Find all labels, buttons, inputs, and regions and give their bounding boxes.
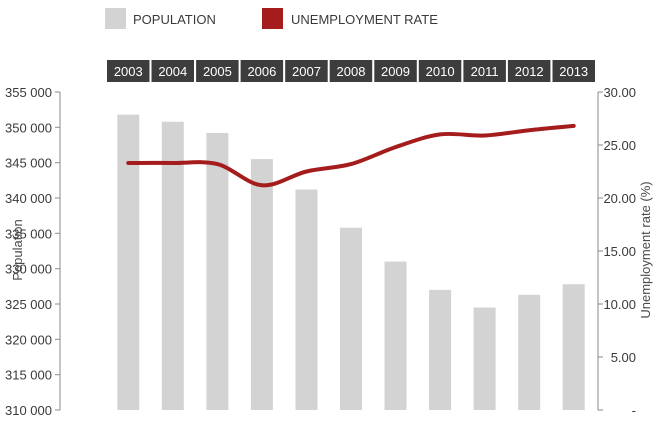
left-axis-tick-label: 340 000 [5,191,52,206]
legend-swatch-population [105,8,126,29]
legend-label-population: POPULATION [133,12,216,27]
population-bar [340,227,362,410]
left-axis-tick-label: 310 000 [5,403,52,418]
right-axis-tick-label: 5.00 [611,350,636,365]
population-bar [161,121,184,410]
category-label-box [196,60,239,82]
population-bar [250,159,273,410]
right-axis-tick-label: 30.00 [603,85,636,100]
category-label: 2011 [471,64,499,79]
population-bar [384,261,407,410]
right-axis-tick-label: 25.00 [603,138,636,153]
left-axis-tick-label: 325 000 [5,297,52,312]
category-label-box [240,60,284,82]
population-bar [429,289,452,410]
population-bar [473,307,496,410]
category-label-box [463,60,506,82]
category-label-box [107,60,150,82]
category-label: 2010 [426,64,455,79]
category-label-box [552,60,595,82]
right-axis-tick-label: - [632,403,636,418]
unemployment-line-layer [126,123,576,188]
right-axis: 30.00 25.00 20.00 15.00 10.00 5.00 - [597,85,636,418]
category-label-box [418,60,462,82]
legend-label-unemployment: UNEMPLOYMENT RATE [291,12,438,27]
population-bar [206,133,229,410]
left-axis-tick-label: 355 000 [5,85,52,100]
category-label: 2013 [559,64,588,79]
right-axis-tick-label: 15.00 [603,244,636,259]
category-label-box [374,60,417,82]
category-label: 2005 [203,64,232,79]
category-label-band: 2003 2004 2005 2006 2007 2008 2009 2010 2011 2012… [107,60,595,82]
population-bar [295,189,318,410]
left-axis-tick-label: 345 000 [5,156,52,171]
left-axis-tick-label: 350 000 [5,120,52,135]
left-axis-tick-label: 330 000 [5,262,52,277]
right-axis-tick-label: 20.00 [603,191,636,206]
chart-legend: POPULATION UNEMPLOYMENT RATE [105,8,438,29]
category-label: 2004 [158,64,187,79]
category-label: 2009 [381,64,410,79]
left-axis-tick-label: 335 000 [5,226,52,241]
category-label-box [151,60,194,82]
category-label: 2003 [114,64,143,79]
left-axis: 355 000 350 000 345 000 340 000 335 000 330 0… [5,85,61,418]
population-bar [518,294,541,410]
legend-swatch-unemployment [262,8,283,29]
population-bars [117,114,585,410]
population-bar [117,114,140,410]
left-axis-tick-label: 315 000 [5,368,52,383]
right-axis-tick-label: 10.00 [603,297,636,312]
category-label: 2012 [515,64,544,79]
category-label: 2008 [337,64,366,79]
left-axis-title: Population [10,219,25,280]
category-label: 2006 [247,64,276,79]
unemployment-rate-line [126,123,576,188]
category-label-box [507,60,551,82]
left-axis-tick-label: 320 000 [5,332,52,347]
category-label-box [285,60,328,82]
right-axis-title: Unemployment rate (%) [638,181,653,318]
category-label-box [329,60,373,82]
category-label: 2007 [292,64,321,79]
population-bar [562,284,585,410]
